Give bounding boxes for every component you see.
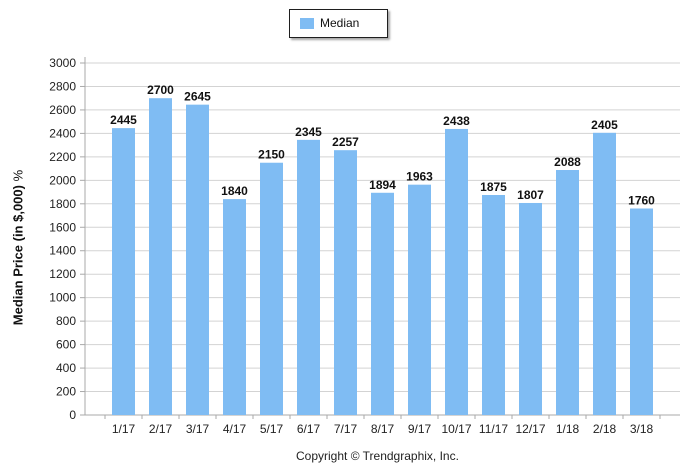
x-tick-label: 10/17 (441, 422, 471, 436)
y-tick-label: 2200 (49, 150, 76, 164)
x-tick-labels: 1/17 2/17 3/17 4/17 5/17 6/17 7/17 8/17 9/17 10/1… (112, 422, 654, 436)
bar-value-label: 1840 (221, 184, 248, 198)
bar-value-label: 2405 (591, 118, 618, 132)
bar-value-label: 1807 (517, 188, 544, 202)
y-tick-label: 800 (56, 314, 76, 328)
bar-value-label: 2645 (184, 90, 211, 104)
y-axis-title: Median Price (in $,000) % (11, 98, 26, 398)
y-tick-label: 1600 (49, 220, 76, 234)
bar (149, 98, 172, 415)
x-tick-label: 8/17 (371, 422, 395, 436)
x-tick-label: 3/17 (186, 422, 210, 436)
bar-value-label: 2445 (110, 113, 137, 127)
bar (297, 139, 320, 415)
y-tick-label: 1000 (49, 291, 76, 305)
bar (371, 192, 394, 415)
x-tick-label: 1/18 (556, 422, 580, 436)
y-tick-label: 2800 (49, 79, 76, 93)
y-tick-label: 400 (56, 361, 76, 375)
x-tick-label: 5/17 (260, 422, 284, 436)
x-tick-label: 7/17 (334, 422, 358, 436)
data-labels: 2445 2700 2645 1840 2150 2345 2257 1894 1963 2438… (110, 83, 655, 207)
y-tick-label: 1800 (49, 197, 76, 211)
bar (593, 132, 616, 415)
x-tick-label: 4/17 (223, 422, 247, 436)
bar (482, 195, 505, 415)
x-tick-label: 11/17 (479, 422, 508, 436)
y-axis-title-suffix: % (10, 169, 26, 182)
bar-value-label: 2700 (147, 83, 174, 97)
x-tick-label: 1/17 (112, 422, 136, 436)
legend: Median (289, 9, 388, 38)
legend-swatch (300, 18, 314, 29)
y-tick-labels: 0 200 400 600 800 1000 1200 1400 1600 1800 2000 220… (49, 56, 76, 422)
bar (445, 128, 468, 415)
x-tick-label: 9/17 (408, 422, 432, 436)
bar-value-label: 2257 (332, 135, 359, 149)
y-tick-label: 1200 (49, 267, 76, 281)
y-tick-label: 2600 (49, 103, 76, 117)
x-tick-label: 2/17 (149, 422, 173, 436)
x-tick-label: 6/17 (297, 422, 321, 436)
bar-value-label: 1894 (369, 178, 396, 192)
bar (260, 162, 283, 415)
y-axis-title-text: Median Price (in $,000) (10, 185, 26, 326)
copyright-text: Copyright © Trendgraphix, Inc. (296, 449, 459, 463)
bar (408, 184, 431, 415)
bar (186, 104, 209, 416)
bar (519, 202, 542, 415)
x-tick-label: 12/17 (515, 422, 545, 436)
bar (112, 128, 135, 415)
y-tick-label: 0 (69, 408, 76, 422)
y-tick-label: 2000 (49, 173, 76, 187)
x-tick-label: 2/18 (593, 422, 617, 436)
bar-value-label: 1875 (480, 180, 507, 194)
bar (630, 208, 653, 415)
y-tick-label: 3000 (49, 56, 76, 70)
bar-value-label: 2438 (443, 114, 470, 128)
bar (556, 170, 579, 415)
bar (334, 150, 357, 416)
legend-label: Median (320, 16, 360, 30)
y-tick-label: 200 (56, 385, 76, 399)
bar-value-label: 2345 (295, 125, 322, 139)
bars (112, 98, 653, 416)
y-tick-label: 1400 (49, 244, 76, 258)
bar-value-label: 1760 (628, 193, 655, 207)
x-tick-label: 3/18 (630, 422, 654, 436)
bar-value-label: 2150 (258, 148, 285, 162)
bar (223, 199, 246, 415)
y-tick-label: 2400 (49, 126, 76, 140)
bar-value-label: 2088 (554, 155, 581, 169)
bar-value-label: 1963 (406, 170, 433, 184)
y-tick-label: 600 (56, 338, 76, 352)
